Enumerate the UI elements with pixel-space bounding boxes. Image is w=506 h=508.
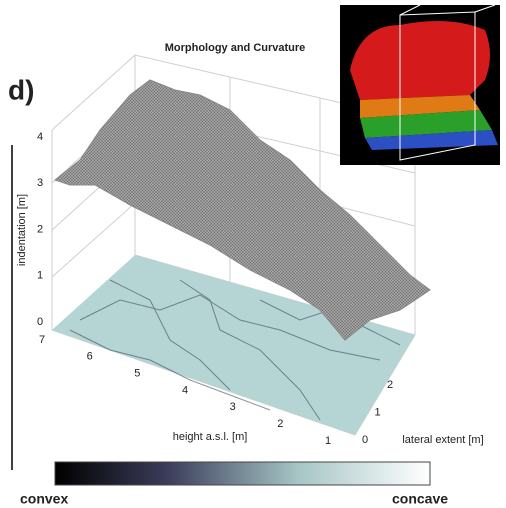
z-tick-label: 3 (37, 177, 43, 189)
colorbar-high-label: concave (392, 491, 448, 507)
x-tick-label: 1 (325, 435, 331, 447)
inset-image (340, 4, 500, 165)
z-tick-label: 4 (37, 131, 43, 143)
curvature-floor (52, 255, 415, 435)
x-tick-label: 2 (277, 418, 283, 430)
crack-lines (69, 279, 401, 421)
y-axis-label: lateral extent [m] (402, 434, 483, 446)
y-tick-label: 0 (362, 434, 368, 446)
z-axis-label: indentation [m] (16, 194, 28, 266)
x-tick-label: 7 (39, 334, 45, 346)
x-tick-label: 6 (87, 351, 93, 363)
z-tick-label: 1 (37, 270, 43, 282)
x-tick-label: 4 (182, 384, 188, 396)
z-tick-label: 0 (37, 316, 43, 328)
y-tick-label: 2 (387, 379, 393, 391)
z-tick-label: 2 (37, 223, 43, 235)
chart-title: Morphology and Curvature (165, 42, 306, 54)
x-tick-label: 5 (134, 368, 140, 380)
colorbar (54, 461, 431, 486)
y-tick-label: 1 (374, 406, 380, 418)
surface (53, 79, 431, 341)
x-axis-label: height a.s.l. [m] (173, 431, 248, 443)
colorbar-low-label: convex (20, 491, 68, 507)
panel-label: d) (8, 74, 34, 105)
x-tick-label: 3 (230, 401, 236, 413)
